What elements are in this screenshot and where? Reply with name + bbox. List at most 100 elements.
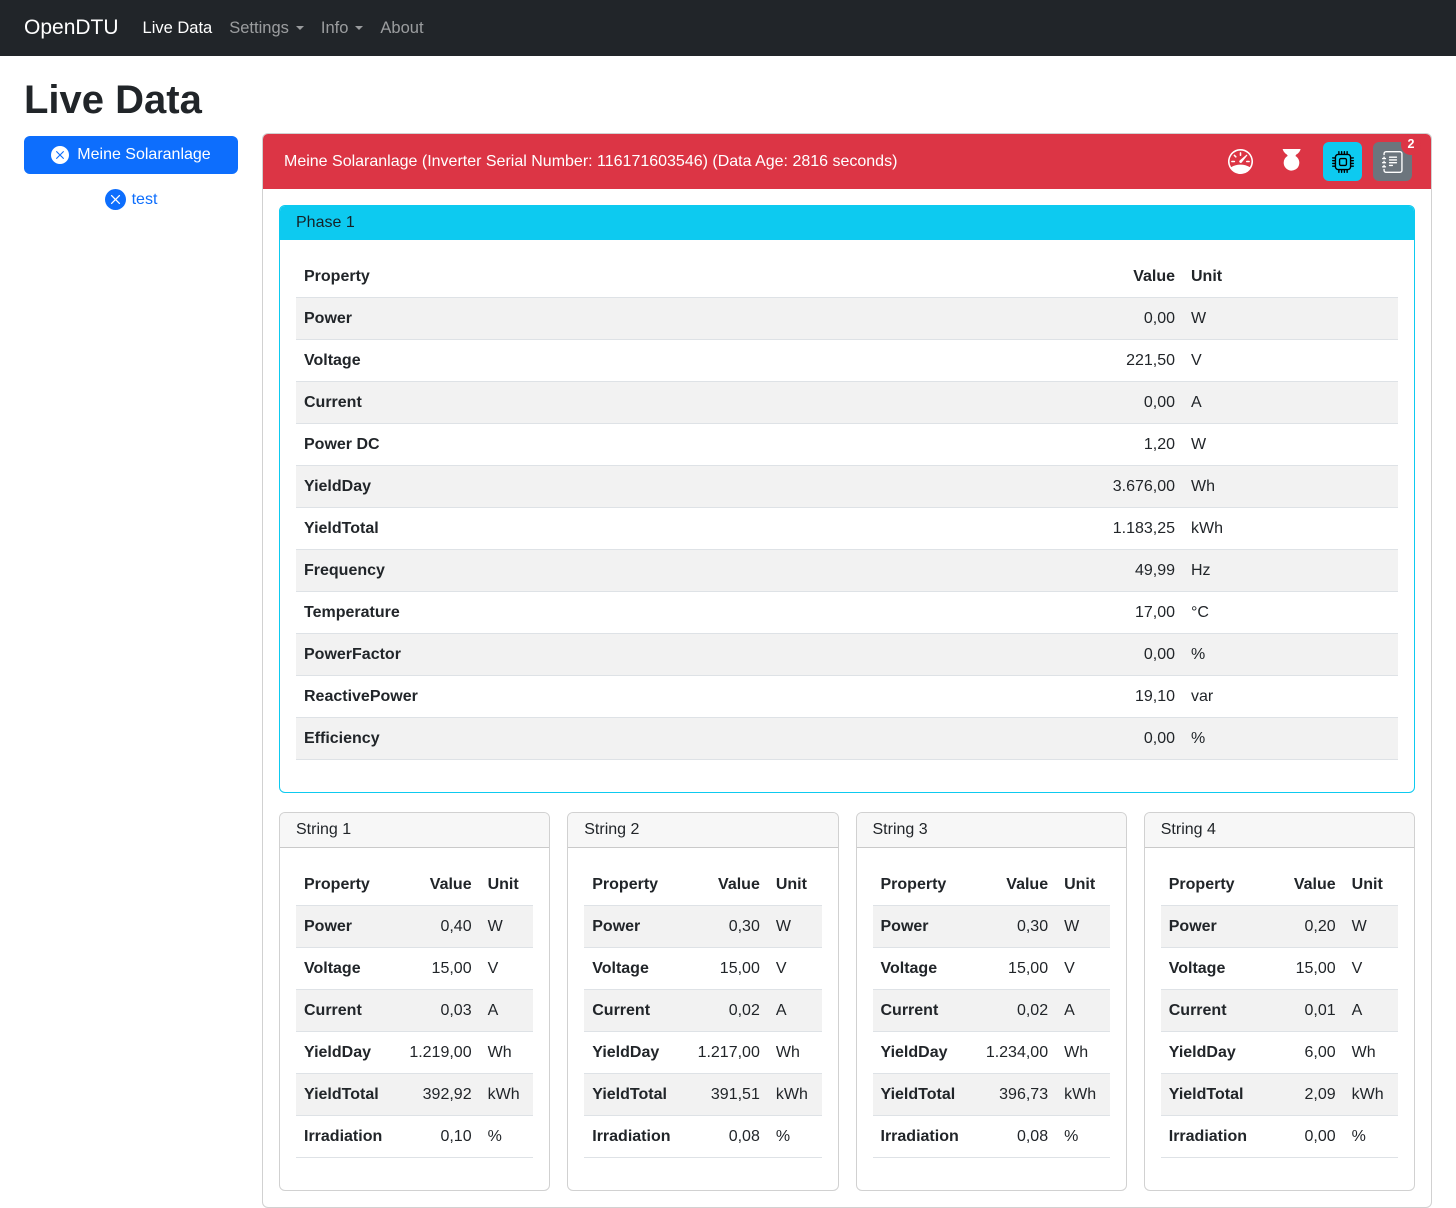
unit-cell: W: [1056, 905, 1110, 948]
chevron-down-icon: [295, 26, 304, 30]
table-row: Irradiation 0,10%: [296, 1115, 534, 1158]
unit-cell: Wh: [767, 1031, 822, 1074]
column-header-property: Property: [872, 864, 967, 906]
table-row: Voltage 221,50 V: [296, 339, 1398, 382]
property-cell: Power DC: [296, 423, 1053, 466]
column-header-property: Property: [296, 864, 391, 906]
table-row: YieldTotal 392,92 kWh: [296, 1073, 534, 1116]
phase-card-body: Property Value Unit Power 0,00 W Voltage 221…: [280, 240, 1414, 792]
power-icon: [1282, 149, 1301, 171]
nav-item-about[interactable]: About: [380, 18, 424, 37]
unit-cell: kWh: [1343, 1073, 1398, 1116]
value-cell: 0,01: [1254, 989, 1344, 1032]
property-cell: YieldDay: [872, 1031, 967, 1074]
value-cell: 6,00: [1254, 1031, 1344, 1074]
table-row: YieldDay 1.217,00 Wh: [584, 1031, 822, 1074]
unit-cell: W: [767, 905, 822, 948]
brand-opendtu[interactable]: OpenDTU: [24, 16, 119, 39]
table-row: YieldTotal 1.183,25 kWh: [296, 507, 1398, 550]
unit-cell: Wh: [479, 1031, 534, 1074]
inverter-link-label: test: [131, 190, 158, 208]
table-row: YieldTotal 396,73 kWh: [872, 1073, 1110, 1116]
table-row: Irradiation 0,00%: [1160, 1115, 1398, 1158]
table-row: YieldTotal 2,09 kWh: [1160, 1073, 1398, 1116]
property-cell: YieldTotal: [296, 507, 1053, 550]
value-cell: 0,03: [390, 989, 480, 1032]
unit-cell: A: [1056, 989, 1110, 1032]
value-cell: 15,00: [678, 947, 768, 990]
table-row: Current 0,00 A: [296, 381, 1398, 424]
value-cell: 0,30: [966, 905, 1057, 948]
inverter-card-header: Meine Solaranlage (Inverter Serial Numbe…: [263, 134, 1431, 189]
unit-cell: kWh: [1183, 507, 1398, 550]
nav-item-settings[interactable]: Settings: [221, 11, 312, 46]
column-header-unit: Unit: [479, 864, 534, 906]
unit-cell: %: [1183, 633, 1398, 676]
limit-settings-button[interactable]: [1228, 149, 1253, 174]
value-cell: 17,00: [1053, 591, 1183, 634]
nav-item-info[interactable]: Info: [313, 11, 372, 46]
property-cell: YieldDay: [584, 1031, 679, 1074]
inverter-select-button[interactable]: Meine Solaranlage: [24, 136, 238, 174]
table-row: Irradiation 0,08%: [584, 1115, 822, 1158]
inverter-sidebar: Meine Solaranlage test: [24, 133, 238, 210]
property-cell: Power: [296, 297, 1053, 340]
value-cell: 0,30: [678, 905, 768, 948]
property-cell: Voltage: [296, 947, 391, 990]
unit-cell: Wh: [1056, 1031, 1110, 1074]
property-cell: Power: [1160, 905, 1255, 948]
string-card-title: String 4: [1144, 813, 1414, 848]
value-cell: 1,20: [1053, 423, 1183, 466]
layout-row: Meine Solaranlage test Meine Solaranlage…: [24, 133, 1432, 1208]
property-cell: Irradiation: [872, 1115, 967, 1158]
unit-cell: A: [767, 989, 822, 1032]
property-cell: Efficiency: [296, 717, 1053, 760]
value-cell: 0,02: [678, 989, 768, 1032]
column-header-value: Value: [390, 864, 480, 906]
value-cell: 1.217,00: [678, 1031, 768, 1074]
string-table: Property Value Unit Power 0,20 W Voltage 15,…: [1160, 864, 1398, 1158]
string-card-1: String 1 Property Value Unit: [279, 812, 551, 1191]
string-card-4: String 4 Property Value Unit: [1143, 812, 1415, 1191]
string-card-2: String 2 Property Value Unit: [567, 812, 839, 1191]
phase-card-title: Phase 1: [280, 206, 1414, 240]
unit-cell: kWh: [1056, 1073, 1110, 1116]
unit-cell: %: [1056, 1115, 1110, 1158]
string-table: Property Value Unit Power 0,30 W Voltage 15,…: [872, 864, 1110, 1158]
inverter-card-title: Meine Solaranlage (Inverter Serial Numbe…: [284, 152, 898, 170]
string-table: Property Value Unit Power 0,40 W Voltage 15,…: [296, 864, 534, 1158]
table-row: PowerFactor 0,00%: [296, 633, 1398, 676]
event-log-button[interactable]: 2: [1373, 134, 1421, 181]
property-cell: Voltage: [1160, 947, 1255, 990]
table-row: Voltage 15,00 V: [872, 947, 1110, 990]
table-row: Power 0,30 W: [872, 905, 1110, 948]
value-cell: 396,73: [966, 1073, 1057, 1116]
string-card-body: Property Value Unit Power 0,30 W Voltage 15,…: [568, 848, 837, 1190]
property-cell: YieldTotal: [584, 1073, 679, 1116]
power-toggle-button[interactable]: [1279, 149, 1304, 174]
table-row: YieldDay 1.219,00 Wh: [296, 1031, 534, 1074]
inverter-card-body: Phase 1 Property Value Unit: [263, 189, 1431, 1207]
nav-item-live-data[interactable]: Live Data: [142, 18, 213, 37]
table-row: Power 0,40 W: [296, 905, 534, 948]
unit-cell: A: [1183, 381, 1398, 424]
unit-cell: V: [1183, 339, 1398, 382]
property-cell: PowerFactor: [296, 633, 1053, 676]
column-header-property: Property: [1160, 864, 1255, 906]
inverter-actions: 2: [1228, 134, 1421, 181]
table-row: Voltage 15,00 V: [296, 947, 534, 990]
property-cell: YieldTotal: [1160, 1073, 1255, 1116]
inverter-link-test[interactable]: test: [24, 189, 238, 210]
table-row: Power 0,00 W: [296, 297, 1398, 340]
property-cell: Current: [1160, 989, 1255, 1032]
property-cell: Irradiation: [1160, 1115, 1255, 1158]
inverter-select-label: Meine Solaranlage: [77, 146, 211, 163]
column-header-value: Value: [966, 864, 1057, 906]
property-cell: Temperature: [296, 591, 1053, 634]
value-cell: 3.676,00: [1053, 465, 1183, 508]
property-cell: ReactivePower: [296, 675, 1053, 718]
value-cell: 1.219,00: [390, 1031, 480, 1074]
phase-table: Property Value Unit Power 0,00 W Voltage 221…: [296, 256, 1398, 760]
table-row: Irradiation 0,08%: [872, 1115, 1110, 1158]
restart-inverter-button[interactable]: [1323, 142, 1362, 181]
